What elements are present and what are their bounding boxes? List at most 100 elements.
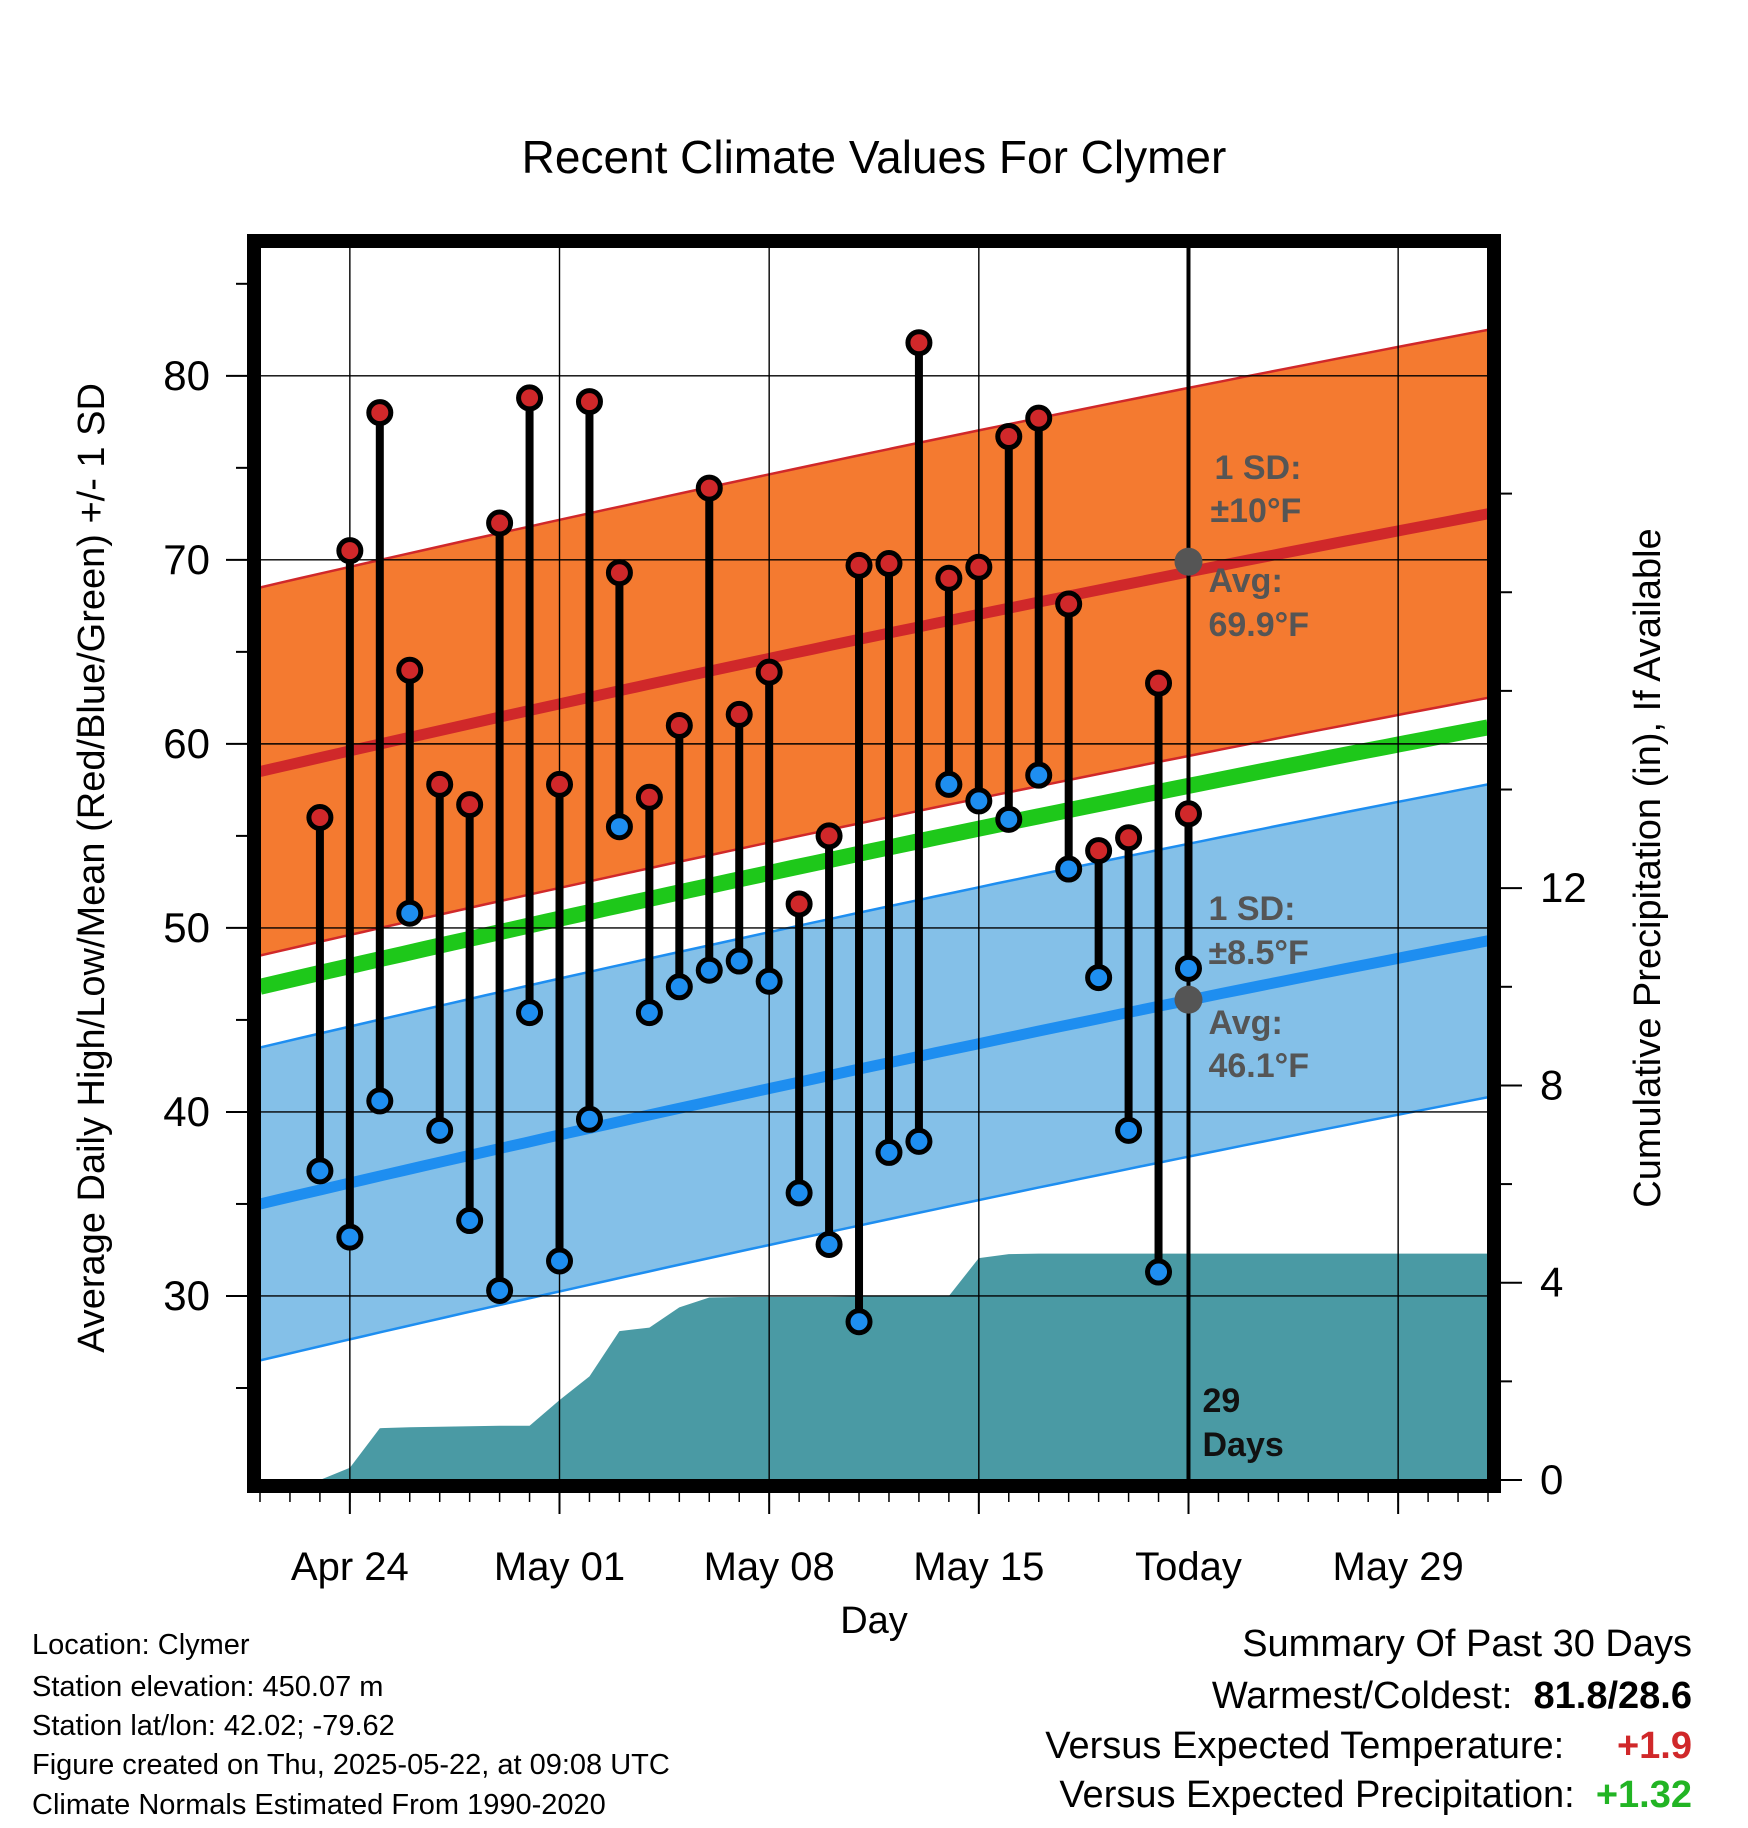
high-avg-value: 69.9°F <box>1208 606 1309 644</box>
daily-high-point <box>366 399 394 427</box>
daily-low-point <box>1115 1116 1143 1144</box>
daily-low-point <box>1174 954 1202 982</box>
chart-title: Recent Climate Values For Clymer <box>522 131 1227 183</box>
precip-area <box>260 1253 1488 1480</box>
daily-high-point <box>486 509 514 537</box>
daily-high-point <box>935 564 963 592</box>
daily-high-point <box>1115 824 1143 852</box>
today-high-avg-marker <box>1174 547 1203 576</box>
high-avg-label: Avg: <box>1208 562 1282 600</box>
daily-low-point <box>306 1157 334 1185</box>
precip-label: Versus Expected Precipitation: <box>1059 1774 1575 1816</box>
daily-low-point <box>456 1207 484 1235</box>
y-tick-label: 70 <box>163 536 210 583</box>
daily-high-point <box>965 553 993 581</box>
daily-low-point <box>665 973 693 1001</box>
daily-high-point <box>785 890 813 918</box>
daily-high-point <box>605 559 633 587</box>
daily-low-point <box>845 1308 873 1336</box>
daily-high-point <box>396 656 424 684</box>
y-tick-label: 30 <box>163 1272 210 1319</box>
x-tick-label: Apr 24 <box>291 1545 409 1589</box>
daily-high-point <box>845 551 873 579</box>
station-elevation: Station elevation: 450.07 m <box>32 1671 384 1703</box>
low-sd-label: 1 SD: <box>1208 890 1295 928</box>
summary-warm-cold: Warmest/Coldest: 81.8/28.6 <box>1212 1677 1692 1715</box>
daily-high-point <box>755 658 783 686</box>
daily-low-point <box>396 899 424 927</box>
low-sd-lower-edge <box>260 1095 1488 1362</box>
daily-high-point <box>725 700 753 728</box>
x-tick-label: May 29 <box>1333 1545 1464 1589</box>
y-tick-label: 60 <box>163 720 210 767</box>
high-sd-lower-edge <box>260 696 1488 957</box>
daily-low-point <box>785 1179 813 1207</box>
plot-frame <box>247 234 1501 1493</box>
daily-high-point <box>1174 800 1202 828</box>
daily-high-point <box>815 822 843 850</box>
x-tick-label: Today <box>1135 1545 1242 1589</box>
y2-tick-label: 0 <box>1540 1456 1563 1503</box>
daily-low-point <box>905 1127 933 1155</box>
temp-value: +1.9 <box>1616 1725 1692 1767</box>
x-tick-label: May 08 <box>704 1545 835 1589</box>
low-sd-upper-edge <box>260 783 1488 1049</box>
daily-low-point <box>875 1138 903 1166</box>
today-days-word: Days <box>1202 1426 1283 1464</box>
daily-low-point <box>995 805 1023 833</box>
y-tick-label: 80 <box>163 352 210 399</box>
daily-high-point <box>546 770 574 798</box>
climate-normals-note: Climate Normals Estimated From 1990-2020 <box>32 1789 606 1821</box>
x-axis-label: Day <box>840 1600 908 1642</box>
daily-low-point <box>815 1230 843 1258</box>
daily-high-point <box>695 474 723 502</box>
daily-low-point <box>546 1247 574 1275</box>
daily-low-point <box>725 947 753 975</box>
daily-low-point <box>516 999 544 1027</box>
daily-high-point <box>1085 837 1113 865</box>
daily-high-point <box>665 711 693 739</box>
daily-low-point <box>935 770 963 798</box>
daily-high-point <box>456 791 484 819</box>
daily-high-point <box>575 388 603 416</box>
daily-high-point <box>336 537 364 565</box>
daily-low-point <box>1025 761 1053 789</box>
daily-high-point <box>306 803 334 831</box>
high-sd-label: 1 SD: <box>1214 449 1301 487</box>
daily-low-point <box>1085 964 1113 992</box>
warm-cold-label: Warmest/Coldest: <box>1211 1675 1513 1717</box>
normal-low-line <box>260 935 1488 1210</box>
daily-high-point <box>1055 590 1083 618</box>
figure-created: Figure created on Thu, 2025-05-22, at 09… <box>32 1749 670 1781</box>
station-latlon: Station lat/lon: 42.02; -79.62 <box>32 1710 395 1742</box>
high-sd-value: ±10°F <box>1210 492 1301 530</box>
daily-low-point <box>755 967 783 995</box>
summary-temp: Versus Expected Temperature: +1.9 <box>1045 1727 1692 1765</box>
daily-high-point <box>426 770 454 798</box>
y2-tick-label: 8 <box>1540 1061 1563 1108</box>
low-avg-value: 46.1°F <box>1208 1047 1309 1085</box>
daily-low-point <box>605 813 633 841</box>
daily-low-point <box>695 956 723 984</box>
daily-high-point <box>516 384 544 412</box>
low-avg-label: Avg: <box>1208 1004 1282 1042</box>
summary-precip: Versus Expected Precipitation: +1.32 <box>1059 1776 1692 1814</box>
daily-low-point <box>1055 855 1083 883</box>
precip-value: +1.32 <box>1595 1774 1692 1816</box>
temp-label: Versus Expected Temperature: <box>1045 1725 1565 1767</box>
daily-high-point <box>1025 404 1053 432</box>
high-sd-upper-edge <box>260 328 1488 589</box>
x-tick-label: May 01 <box>494 1545 625 1589</box>
daily-high-point <box>995 423 1023 451</box>
normal-mean-line <box>260 719 1488 995</box>
y-tick-label: 40 <box>163 1088 210 1135</box>
daily-low-point <box>336 1223 364 1251</box>
station-location: Location: Clymer <box>32 1629 250 1661</box>
high-sd-band <box>260 329 1488 956</box>
y2-axis-label: Cumulative Precipitation (in), If Availa… <box>1627 528 1669 1207</box>
daily-low-point <box>366 1087 394 1115</box>
normal-high-line <box>260 508 1488 777</box>
daily-low-point <box>426 1116 454 1144</box>
daily-low-point <box>1145 1258 1173 1286</box>
